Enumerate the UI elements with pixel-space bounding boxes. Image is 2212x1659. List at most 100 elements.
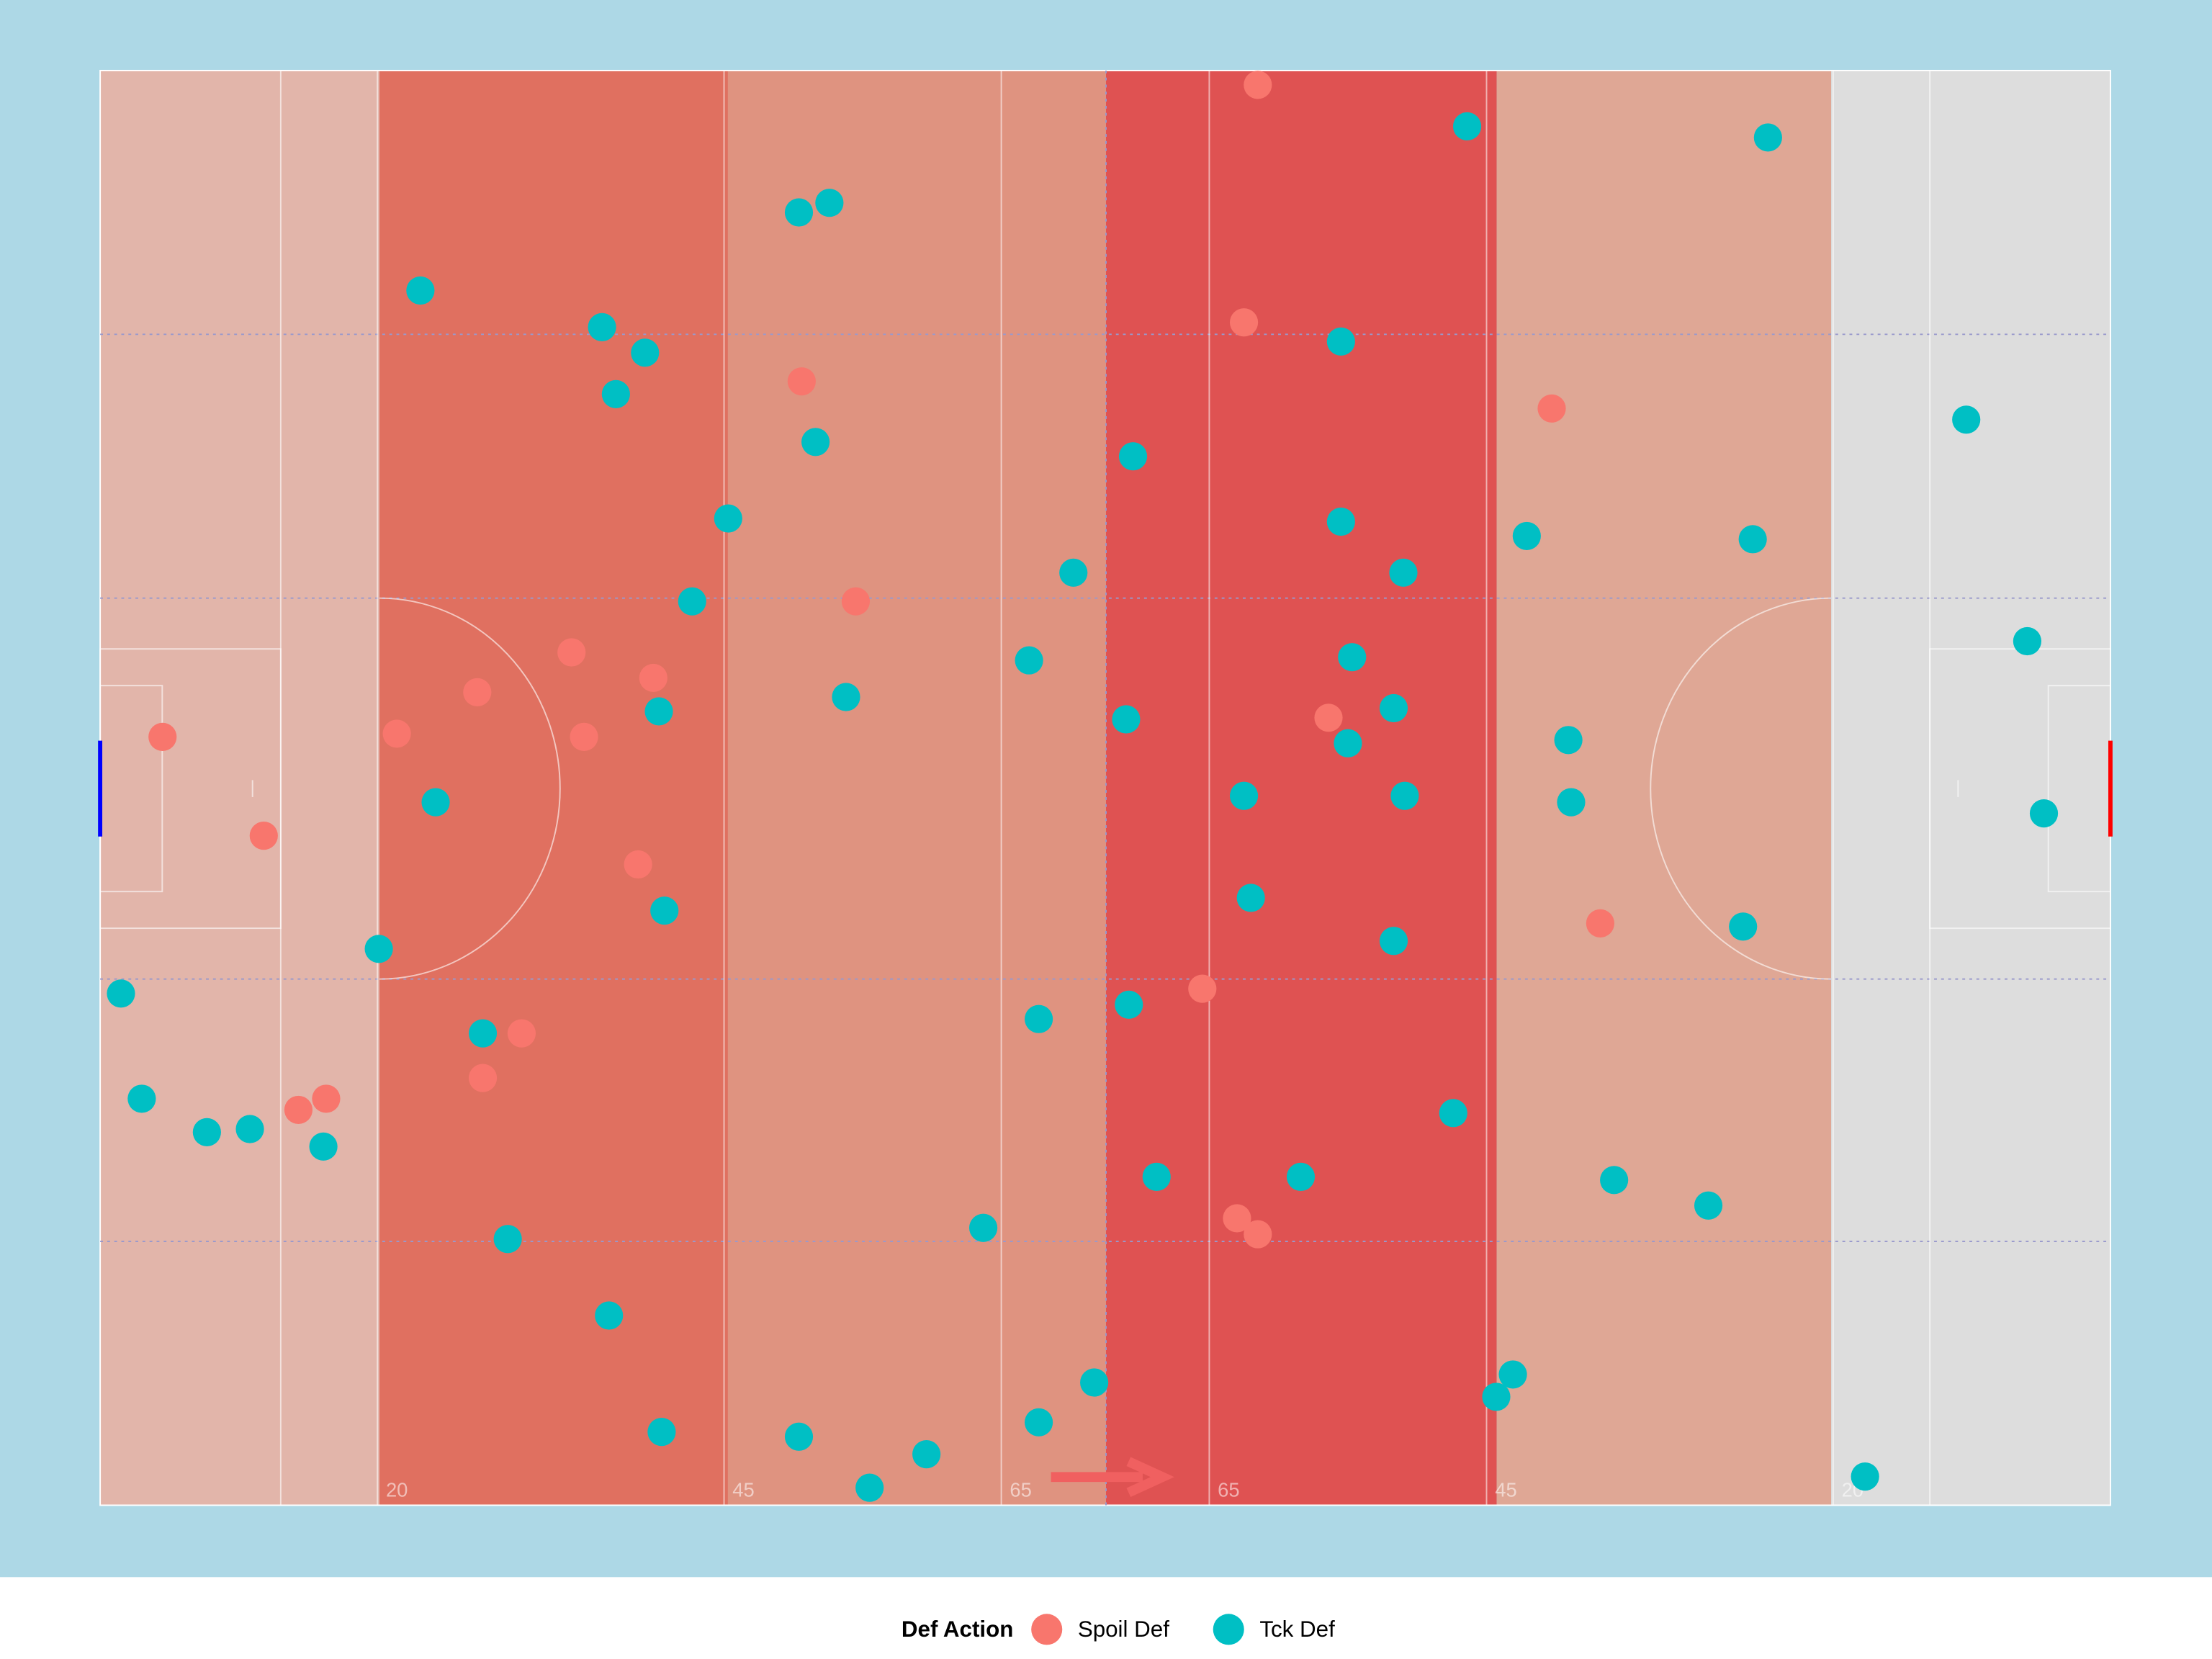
point bbox=[1059, 558, 1088, 587]
point bbox=[1244, 1220, 1272, 1249]
point bbox=[507, 1019, 536, 1048]
point bbox=[235, 1115, 264, 1143]
point bbox=[1537, 394, 1566, 423]
point bbox=[249, 822, 278, 850]
point bbox=[1389, 558, 1418, 587]
point bbox=[1498, 1360, 1527, 1389]
point bbox=[912, 1440, 941, 1469]
point bbox=[784, 198, 814, 227]
point bbox=[1188, 974, 1217, 1003]
point bbox=[1015, 646, 1043, 675]
point bbox=[1694, 1191, 1723, 1220]
pitch bbox=[98, 69, 2113, 1506]
point bbox=[601, 379, 630, 408]
point bbox=[588, 313, 616, 341]
legend-swatch bbox=[1213, 1614, 1244, 1645]
point bbox=[1286, 1162, 1316, 1191]
point bbox=[570, 722, 598, 751]
x-tick-label: 45 bbox=[1495, 1479, 1516, 1501]
legend-swatch bbox=[1031, 1614, 1063, 1645]
point bbox=[1334, 729, 1362, 757]
x-tick-label: 65 bbox=[1218, 1479, 1239, 1501]
point bbox=[1229, 781, 1259, 810]
legend-label: Spoil Def bbox=[1078, 1617, 1169, 1642]
point bbox=[1729, 912, 1758, 941]
legend: Def Action Spoil Def Tck Def bbox=[902, 1614, 1335, 1645]
point bbox=[1738, 525, 1767, 554]
point bbox=[192, 1118, 221, 1146]
point bbox=[1118, 442, 1148, 471]
point bbox=[1314, 703, 1343, 732]
point bbox=[841, 587, 871, 616]
point bbox=[309, 1132, 338, 1161]
point bbox=[1025, 1004, 1053, 1033]
point bbox=[1244, 71, 1272, 99]
point bbox=[1554, 726, 1583, 755]
point bbox=[1025, 1408, 1053, 1437]
legend-label: Tck Def bbox=[1259, 1617, 1335, 1642]
point bbox=[801, 428, 830, 457]
point bbox=[1326, 327, 1355, 356]
point bbox=[1557, 788, 1586, 817]
point bbox=[2029, 799, 2059, 828]
point bbox=[639, 663, 667, 693]
point bbox=[557, 638, 586, 667]
point bbox=[284, 1095, 313, 1124]
point bbox=[1236, 884, 1265, 912]
point bbox=[1115, 990, 1143, 1019]
point bbox=[1482, 1382, 1511, 1411]
point bbox=[1851, 1462, 1879, 1491]
zone bbox=[100, 70, 380, 1506]
point bbox=[1223, 1204, 1251, 1233]
point bbox=[1379, 927, 1408, 956]
point bbox=[364, 935, 393, 963]
zone bbox=[1496, 70, 1832, 1506]
legend-title: Def Action bbox=[902, 1617, 1013, 1642]
point bbox=[678, 587, 706, 616]
point bbox=[1142, 1162, 1171, 1191]
legend-background bbox=[0, 1577, 2212, 1659]
direction-arrow bbox=[1051, 1457, 1174, 1498]
zone bbox=[379, 70, 728, 1506]
point bbox=[1080, 1368, 1109, 1397]
point bbox=[463, 678, 492, 706]
point bbox=[421, 788, 450, 817]
point bbox=[382, 719, 411, 748]
point bbox=[2013, 626, 2042, 656]
point bbox=[624, 850, 652, 879]
point bbox=[1229, 308, 1259, 337]
point bbox=[650, 896, 679, 925]
point bbox=[1586, 909, 1614, 938]
point bbox=[1952, 405, 1981, 434]
point bbox=[312, 1084, 341, 1113]
point bbox=[1452, 112, 1482, 141]
point bbox=[832, 683, 860, 711]
zone bbox=[1831, 70, 2110, 1506]
point bbox=[107, 979, 135, 1008]
point bbox=[644, 697, 673, 726]
point bbox=[631, 338, 660, 367]
x-tick-label: 45 bbox=[732, 1479, 754, 1501]
point bbox=[468, 1019, 498, 1048]
point bbox=[714, 504, 742, 533]
x-tick-label: 20 bbox=[386, 1479, 408, 1501]
point bbox=[1326, 507, 1355, 536]
point bbox=[1600, 1166, 1629, 1195]
point bbox=[406, 276, 435, 305]
point bbox=[1753, 123, 1782, 152]
point bbox=[1338, 643, 1367, 672]
point bbox=[1379, 693, 1408, 723]
point bbox=[968, 1213, 998, 1242]
point bbox=[1390, 781, 1419, 810]
point bbox=[148, 722, 177, 751]
point bbox=[1439, 1099, 1467, 1128]
x-tick-label: 65 bbox=[1010, 1479, 1031, 1501]
point bbox=[815, 189, 844, 217]
point bbox=[468, 1064, 498, 1092]
point bbox=[1512, 521, 1541, 551]
zone bbox=[1106, 70, 1497, 1506]
point bbox=[784, 1422, 814, 1451]
point bbox=[493, 1225, 522, 1254]
point bbox=[787, 367, 816, 396]
